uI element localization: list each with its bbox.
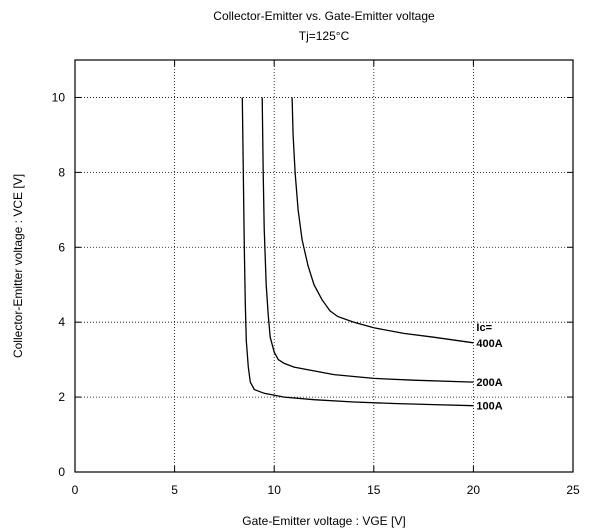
curve-labels: 100A 200A 400A Ic= (476, 322, 502, 413)
y-tick-label: 6 (58, 240, 65, 254)
x-axis-label: Gate-Emitter voltage : VGE [V] (242, 514, 405, 528)
x-tick-label: 25 (566, 483, 580, 497)
y-tick-label: 0 (58, 465, 65, 479)
plot-frame (74, 59, 574, 473)
x-tick-label: 5 (171, 483, 178, 497)
y-axis-label: Collector-Emitter voltage : VCE [V] (11, 174, 25, 358)
legend-title: Ic= (476, 322, 492, 334)
grid (75, 60, 573, 472)
series-label-100a: 100A (476, 401, 502, 413)
series-line-400a (291, 97, 474, 344)
series-label-400a: 400A (476, 338, 502, 350)
x-tick-label: 0 (72, 483, 79, 497)
series-line-100a (241, 97, 474, 407)
y-tick-label: 2 (58, 390, 65, 404)
chart-subtitle: Tj=125°C (299, 29, 350, 43)
x-tick-label: 15 (367, 483, 381, 497)
chart-title: Collector-Emitter vs. Gate-Emitter volta… (213, 9, 435, 23)
y-tick-label: 8 (58, 165, 65, 179)
y-tick-label: 10 (52, 90, 66, 104)
y-tick-label: 4 (58, 315, 65, 329)
series-line-200a (261, 97, 474, 383)
series-label-200a: 200A (476, 377, 502, 389)
x-tick-label: 20 (467, 483, 481, 497)
axis-ticks: 0 5 10 15 20 25 0 2 4 6 8 10 (52, 60, 580, 497)
x-tick-label: 10 (268, 483, 282, 497)
curves (241, 97, 474, 407)
